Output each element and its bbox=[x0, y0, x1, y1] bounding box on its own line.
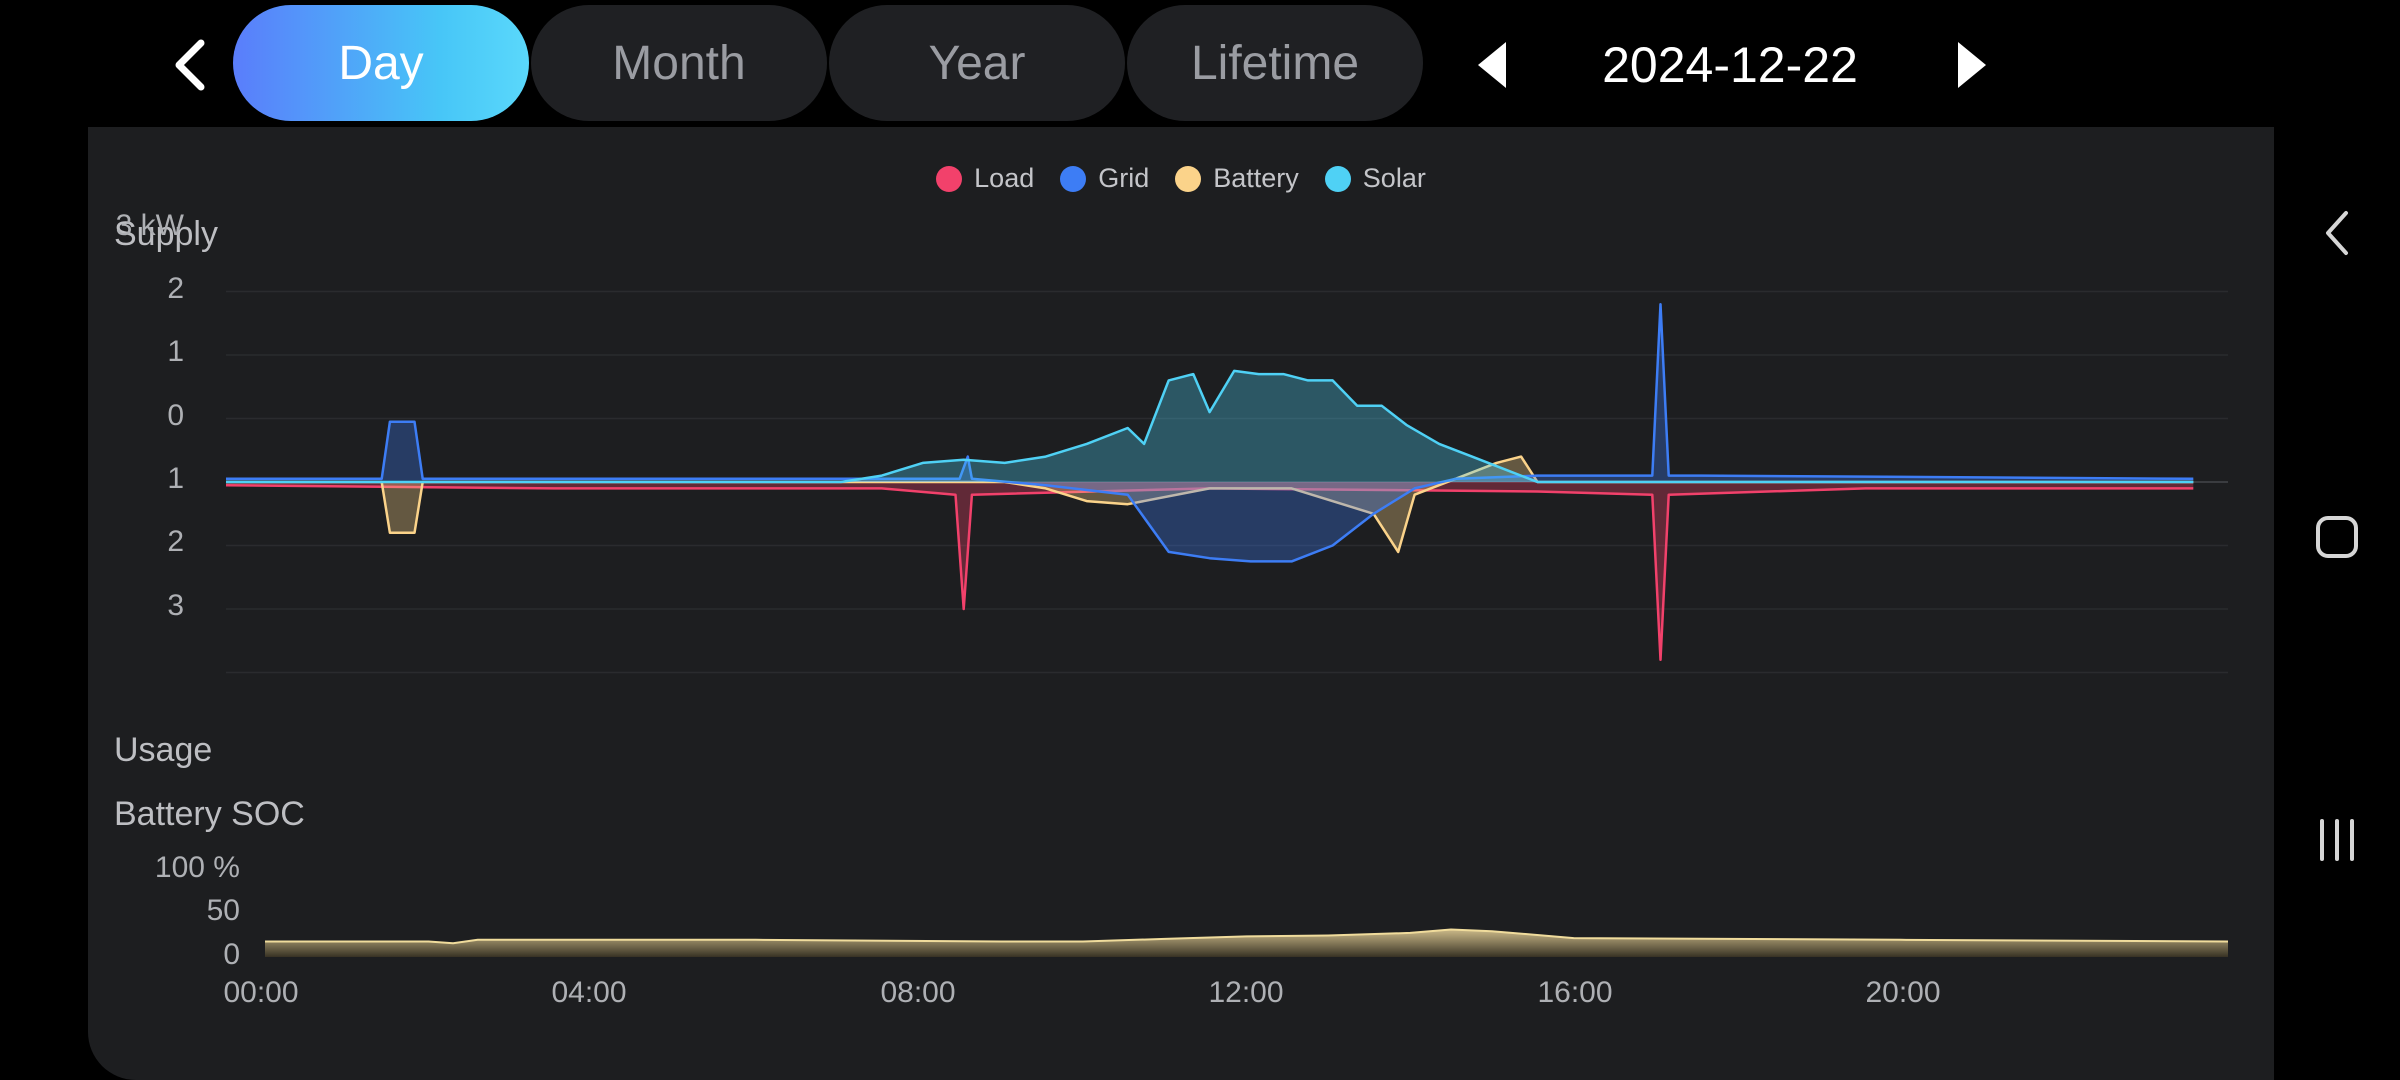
time-xtick: 04:00 bbox=[551, 976, 627, 1009]
soc-ytick: 50 bbox=[206, 894, 240, 927]
back-chevron-icon bbox=[175, 39, 205, 91]
time-xtick: 08:00 bbox=[880, 976, 956, 1009]
battery-soc-label: Battery SOC bbox=[114, 795, 305, 833]
series-area-solar bbox=[226, 370, 2194, 482]
legend-label-solar: Solar bbox=[1362, 163, 1426, 193]
battery-soc-line bbox=[265, 928, 2229, 945]
legend-item-load[interactable]: Load bbox=[936, 163, 1034, 194]
power-ytick: 2 bbox=[167, 525, 184, 558]
solar-color-dot bbox=[1324, 165, 1351, 192]
supply-usage-power-chart[interactable] bbox=[88, 127, 2274, 687]
legend-item-grid[interactable]: Grid bbox=[1060, 163, 1149, 194]
home-button[interactable] bbox=[2274, 492, 2400, 582]
selected-date[interactable]: 2024-12-22 bbox=[1602, 37, 1858, 93]
soc-ytick: 100 % bbox=[154, 851, 240, 884]
chart-legend: Load Grid Battery Solar bbox=[88, 163, 2274, 194]
back-button[interactable] bbox=[160, 28, 220, 102]
power-ytick: 1 bbox=[167, 335, 184, 368]
next-date-button[interactable] bbox=[1942, 30, 2002, 100]
tab-year[interactable]: Year bbox=[829, 5, 1125, 121]
tab-month[interactable]: Month bbox=[531, 5, 827, 121]
legend-label-load: Load bbox=[974, 163, 1035, 193]
recents-icon bbox=[2320, 819, 2354, 861]
series-area-grid bbox=[226, 304, 2194, 562]
energy-chart-card: Load Grid Battery Solar Supply Usage Bat… bbox=[88, 127, 2274, 1080]
grid-color-dot bbox=[1060, 165, 1087, 192]
tab-day[interactable]: Day bbox=[233, 5, 529, 121]
battery-soc-area bbox=[265, 929, 2228, 957]
previous-date-arrow-icon bbox=[1478, 42, 1506, 88]
usage-label: Usage bbox=[114, 731, 213, 769]
tab-lifetime[interactable]: Lifetime bbox=[1127, 5, 1423, 121]
system-navigation-bar bbox=[2274, 0, 2400, 1080]
power-ytick: 3 kW bbox=[115, 209, 184, 242]
supply-label: Supply bbox=[114, 215, 218, 253]
recents-button[interactable] bbox=[2274, 795, 2400, 885]
legend-label-battery: Battery bbox=[1213, 163, 1299, 193]
battery-soc-chart[interactable] bbox=[88, 827, 2274, 977]
power-ytick: 1 bbox=[167, 462, 184, 495]
series-line-solar bbox=[226, 369, 2194, 484]
legend-item-battery[interactable]: Battery bbox=[1175, 163, 1299, 194]
legend-item-solar[interactable]: Solar bbox=[1324, 163, 1426, 194]
legend-label-grid: Grid bbox=[1098, 163, 1150, 193]
power-ytick: 0 bbox=[167, 399, 184, 432]
series-line-battery bbox=[226, 455, 2194, 554]
time-xtick: 12:00 bbox=[1208, 976, 1284, 1009]
load-color-dot bbox=[936, 165, 963, 192]
next-date-arrow-icon bbox=[1958, 42, 1986, 88]
system-back-button[interactable] bbox=[2274, 188, 2400, 278]
home-icon bbox=[2316, 516, 2358, 558]
time-xtick: 20:00 bbox=[1865, 976, 1941, 1009]
battery-color-dot bbox=[1175, 165, 1202, 192]
power-ytick: 2 bbox=[167, 272, 184, 305]
series-line-grid bbox=[226, 302, 2194, 563]
time-xtick: 00:00 bbox=[223, 976, 299, 1009]
time-xtick: 16:00 bbox=[1537, 976, 1613, 1009]
previous-date-button[interactable] bbox=[1462, 30, 1522, 100]
soc-ytick: 0 bbox=[223, 938, 240, 971]
power-ytick: 3 bbox=[167, 589, 184, 622]
system-back-icon bbox=[2326, 211, 2348, 255]
